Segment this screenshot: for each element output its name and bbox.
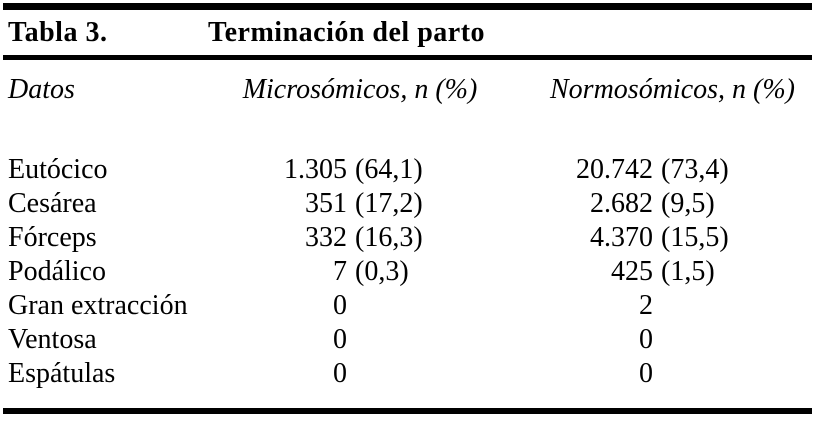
- table-row: Fórceps 332 (16,3) 4.370 (15,5): [3, 221, 815, 255]
- microsomicos-cell: 0: [235, 357, 485, 391]
- table-row: Podálico 7 (0,3) 425 (1,5): [3, 255, 815, 289]
- column-header-normosomicos: Normosómicos, n (%): [550, 74, 795, 105]
- micro-n-value: 0: [333, 358, 347, 389]
- micro-pct-value: (17,2): [355, 188, 423, 219]
- micro-n-value: 332: [305, 222, 347, 253]
- top-rule: [3, 3, 812, 10]
- table-row: Espátulas 0 0: [3, 357, 815, 391]
- bottom-rule: [3, 408, 812, 414]
- row-label: Cesárea: [8, 188, 97, 219]
- table-caption: Tabla 3. Terminación del parto: [0, 10, 818, 55]
- normo-pct-value: (73,4): [661, 154, 729, 185]
- normosomicos-cell: 2: [485, 289, 815, 323]
- micro-n-value: 7: [333, 256, 347, 287]
- row-label: Ventosa: [8, 324, 97, 355]
- table-row: Cesárea 351 (17,2) 2.682 (9,5): [3, 187, 815, 221]
- normosomicos-cell: 2.682 (9,5): [485, 187, 815, 221]
- column-header-datos: Datos: [8, 74, 75, 105]
- normosomicos-cell: 0: [485, 357, 815, 391]
- table-header: Datos Microsómicos, n (%) Normosómicos, …: [3, 60, 815, 120]
- normo-n-value: 0: [639, 324, 653, 355]
- microsomicos-cell: 0: [235, 289, 485, 323]
- normo-n-value: 425: [611, 256, 653, 287]
- normo-n-value: 2: [639, 290, 653, 321]
- micro-n-value: 351: [305, 188, 347, 219]
- row-label: Espátulas: [8, 358, 116, 389]
- normo-n-value: 0: [639, 358, 653, 389]
- microsomicos-cell: 351 (17,2): [235, 187, 485, 221]
- normo-pct-value: (1,5): [661, 256, 715, 287]
- micro-pct-value: (16,3): [355, 222, 423, 253]
- caption-rule: [3, 55, 812, 60]
- micro-n-value: 1.305: [284, 154, 347, 185]
- microsomicos-cell: 1.305 (64,1): [235, 120, 485, 187]
- normo-n-value: 2.682: [590, 188, 653, 219]
- table-figure: Tabla 3. Terminación del parto Datos Mic…: [0, 3, 818, 426]
- table-row: Gran extracción 0 2: [3, 289, 815, 323]
- microsomicos-cell: 7 (0,3): [235, 255, 485, 289]
- normo-pct-value: (15,5): [661, 222, 729, 253]
- normo-n-value: 4.370: [590, 222, 653, 253]
- normo-pct-value: (9,5): [661, 188, 715, 219]
- table-row: Ventosa 0 0: [3, 323, 815, 357]
- micro-n-value: 0: [333, 290, 347, 321]
- row-label: Gran extracción: [8, 290, 188, 321]
- table-body: Eutócico 1.305 (64,1) 20.742 (73,4) Cesáre…: [3, 120, 815, 391]
- microsomicos-cell: 332 (16,3): [235, 221, 485, 255]
- microsomicos-cell: 0: [235, 323, 485, 357]
- table-number: Tabla 3.: [8, 16, 108, 48]
- micro-pct-value: (0,3): [355, 256, 409, 287]
- normosomicos-cell: 0: [485, 323, 815, 357]
- micro-pct-value: (64,1): [355, 154, 423, 185]
- data-table: Datos Microsómicos, n (%) Normosómicos, …: [3, 60, 815, 391]
- table-title: Terminación del parto: [208, 16, 486, 48]
- normosomicos-cell: 20.742 (73,4): [485, 120, 815, 187]
- row-label: Fórceps: [8, 222, 97, 253]
- header-row: Datos Microsómicos, n (%) Normosómicos, …: [3, 60, 815, 120]
- micro-n-value: 0: [333, 324, 347, 355]
- normosomicos-cell: 4.370 (15,5): [485, 221, 815, 255]
- row-label: Podálico: [8, 256, 106, 287]
- normo-n-value: 20.742: [576, 154, 653, 185]
- table-row: Eutócico 1.305 (64,1) 20.742 (73,4): [3, 120, 815, 187]
- normosomicos-cell: 425 (1,5): [485, 255, 815, 289]
- row-label: Eutócico: [8, 154, 108, 185]
- column-header-microsomicos: Microsómicos, n (%): [242, 74, 478, 105]
